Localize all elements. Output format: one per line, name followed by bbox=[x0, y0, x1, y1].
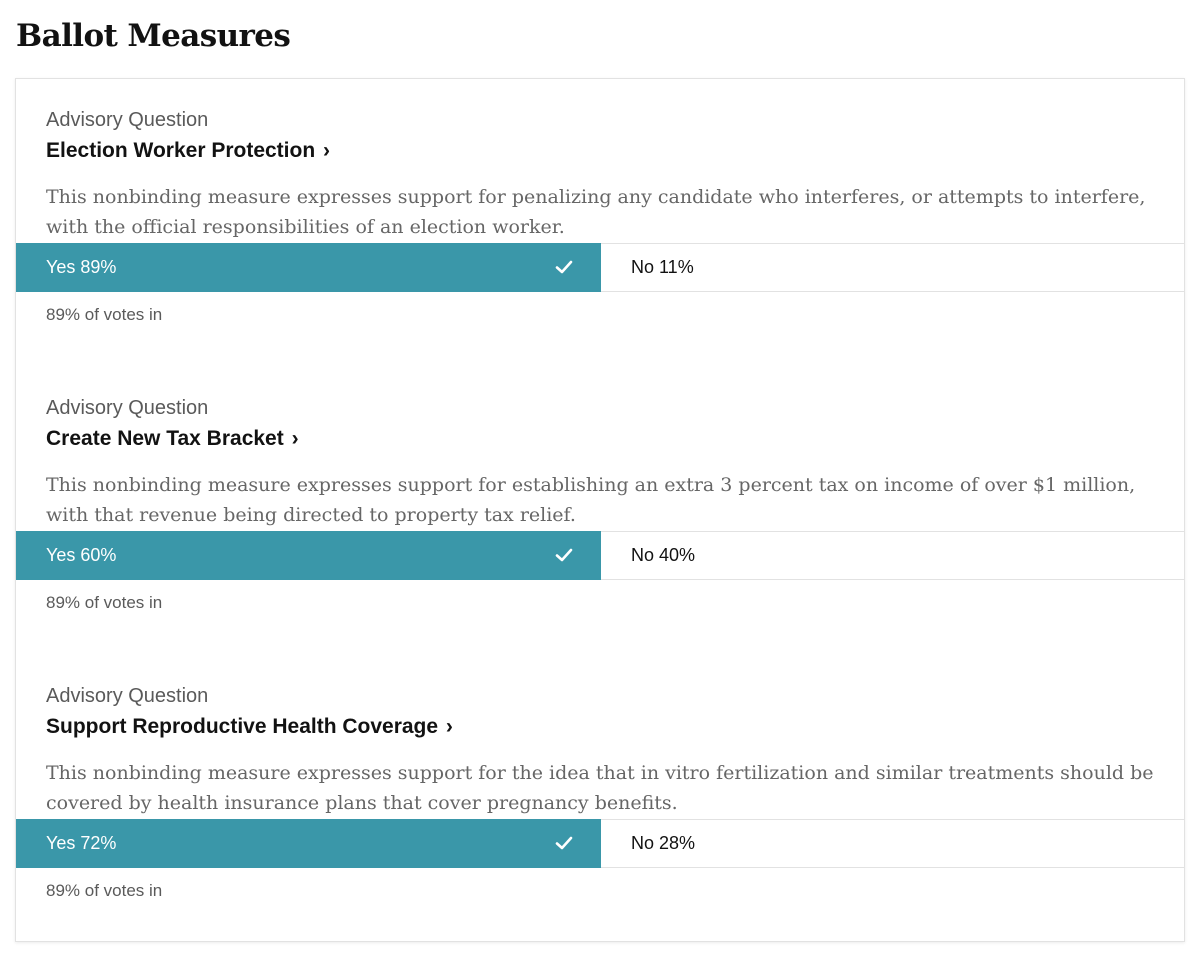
measure-type: Advisory Question bbox=[46, 685, 209, 707]
yes-result-bar: Yes 72% bbox=[16, 819, 601, 868]
votes-in-status: 89% of votes in bbox=[46, 881, 163, 900]
votes-in-status: 89% of votes in bbox=[46, 593, 163, 612]
result-row: Yes 60% No 40% bbox=[16, 531, 1184, 580]
chevron-right-icon: › bbox=[291, 427, 299, 450]
chevron-right-icon: › bbox=[323, 139, 331, 162]
page-title: Ballot Measures bbox=[16, 18, 291, 54]
measure-title-link[interactable]: Election Worker Protection › bbox=[46, 138, 330, 164]
ballot-measures-card: Advisory Question Election Worker Protec… bbox=[15, 78, 1185, 942]
no-result-label: No 28% bbox=[631, 833, 696, 853]
yes-result-label: Yes 72% bbox=[46, 833, 117, 853]
result-row: Yes 72% No 28% bbox=[16, 819, 1184, 868]
yes-result-bar: Yes 60% bbox=[16, 531, 601, 580]
votes-in-status: 89% of votes in bbox=[46, 305, 163, 324]
result-row: Yes 89% No 11% bbox=[16, 243, 1184, 292]
measure-title: Create New Tax Bracket bbox=[46, 427, 284, 450]
measure-title: Support Reproductive Health Coverage bbox=[46, 715, 439, 738]
yes-result-label: Yes 89% bbox=[46, 257, 117, 277]
measure-description: This nonbinding measure expresses suppor… bbox=[46, 762, 1154, 814]
yes-result-label: Yes 60% bbox=[46, 545, 117, 565]
measure-title-link[interactable]: Create New Tax Bracket › bbox=[46, 426, 299, 452]
checkmark-icon bbox=[555, 836, 573, 850]
no-result-label: No 40% bbox=[631, 545, 696, 565]
measure-description: This nonbinding measure expresses suppor… bbox=[46, 186, 1146, 238]
measure-title-link[interactable]: Support Reproductive Health Coverage › bbox=[46, 714, 453, 740]
chevron-right-icon: › bbox=[445, 715, 453, 738]
measure-description: This nonbinding measure expresses suppor… bbox=[46, 474, 1136, 526]
measure-type: Advisory Question bbox=[46, 397, 209, 419]
checkmark-icon bbox=[555, 548, 573, 562]
measure-title: Election Worker Protection bbox=[46, 139, 316, 162]
measure-type: Advisory Question bbox=[46, 109, 209, 131]
yes-result-bar: Yes 89% bbox=[16, 243, 601, 292]
no-result-label: No 11% bbox=[631, 257, 694, 277]
checkmark-icon bbox=[555, 260, 573, 274]
